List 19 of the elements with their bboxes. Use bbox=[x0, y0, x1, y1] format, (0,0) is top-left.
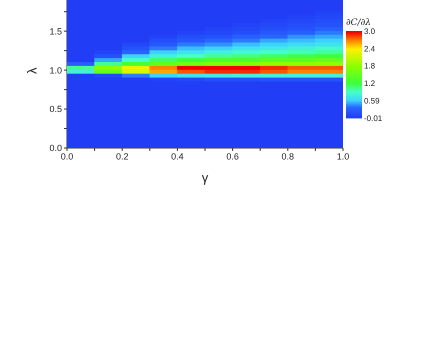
y-axis-title: λ bbox=[24, 67, 40, 74]
x-tick-label: 0.4 bbox=[171, 151, 184, 162]
x-tick-label: 0.8 bbox=[282, 151, 294, 162]
color-bar-label: 3.0 bbox=[364, 27, 376, 36]
color-bar-title: ∂C/∂λ bbox=[346, 18, 371, 28]
color-bar-label: -0.01 bbox=[364, 114, 383, 123]
x-axis-title: γ bbox=[202, 170, 209, 185]
color-bar-label: 2.4 bbox=[364, 44, 376, 54]
color-bar-label: 1.2 bbox=[364, 79, 376, 88]
y-tick-label: 0.0 bbox=[49, 143, 62, 154]
color-bar-label: 0.59 bbox=[364, 96, 380, 106]
x-tick-label: 1.0 bbox=[336, 151, 350, 162]
x-tick-label: 0.0 bbox=[60, 151, 74, 162]
y-tick-label: 0.5 bbox=[49, 104, 62, 114]
x-tick-label: 0.2 bbox=[116, 151, 128, 162]
x-tick-label: 0.6 bbox=[226, 151, 239, 162]
y-tick-label: 1.0 bbox=[49, 65, 62, 76]
y-tick-label: 1.5 bbox=[49, 26, 62, 36]
color-bar-label: 1.8 bbox=[364, 62, 376, 71]
